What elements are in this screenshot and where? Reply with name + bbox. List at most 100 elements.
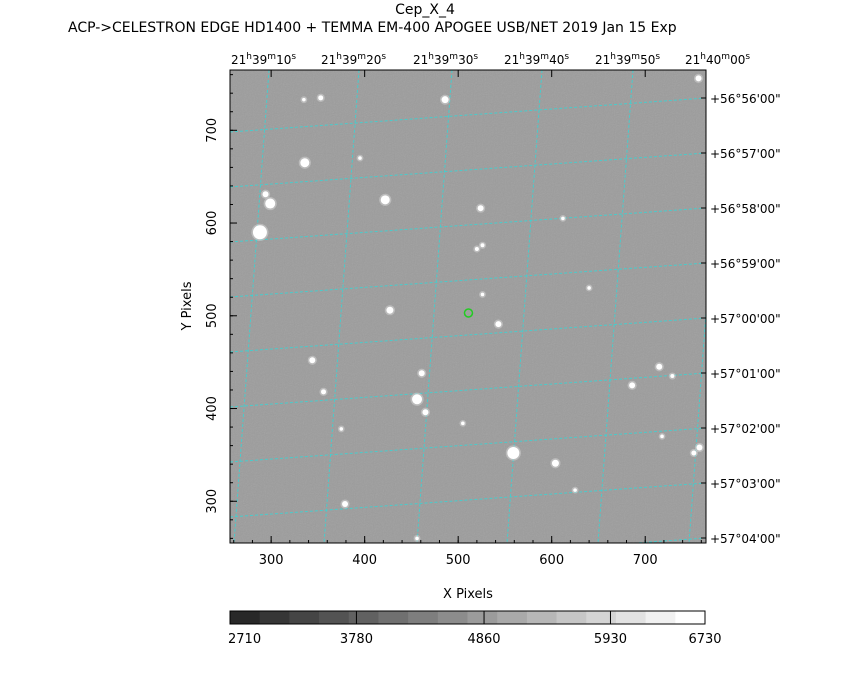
- colorbar-step: [348, 611, 379, 624]
- colorbar: 2710 3780 4860 5930 6730: [228, 610, 722, 647]
- ra-label: 21h40m00s: [685, 52, 750, 67]
- colorbar-step: [675, 611, 706, 624]
- ra-grid-line: [506, 70, 543, 543]
- x-tick-label: 500: [446, 553, 471, 568]
- star: [339, 427, 344, 431]
- ra-label: 21h39m50s: [595, 52, 660, 67]
- star: [656, 363, 663, 370]
- star: [495, 321, 502, 328]
- star: [660, 434, 664, 439]
- y-tick-label: 500: [205, 303, 220, 328]
- colorbar-step: [319, 611, 350, 624]
- ra-grid-line: [323, 70, 360, 543]
- colorbar-tick-label: 5930: [594, 632, 627, 647]
- colorbar-step: [437, 611, 468, 624]
- dec-grid-line: [230, 207, 706, 243]
- dec-label: +57°01'00": [710, 367, 781, 381]
- star: [629, 382, 636, 389]
- dec-grid-line: [230, 97, 706, 133]
- dec-axis: +56°56'00" +56°57'00" +56°58'00" +56°59'00"…: [701, 92, 781, 546]
- star: [691, 450, 697, 456]
- target-marker: [463, 308, 474, 318]
- x-tick-label: 400: [352, 553, 377, 568]
- colorbar-step: [230, 611, 261, 624]
- x-tick-label: 600: [539, 553, 564, 568]
- x-tick-label: 300: [259, 553, 284, 568]
- dec-label: +57°02'00": [710, 422, 781, 436]
- star: [412, 394, 423, 405]
- ra-label: 21h39m10s: [231, 52, 296, 67]
- star: [551, 459, 559, 467]
- ra-label: 21h39m20s: [321, 52, 386, 67]
- y-tick-label: 600: [205, 211, 220, 236]
- dec-label: +57°03'00": [710, 477, 781, 491]
- star: [265, 198, 276, 209]
- y-tick-label: 300: [205, 489, 220, 514]
- colorbar-step: [645, 611, 676, 624]
- star: [262, 191, 269, 198]
- star: [309, 357, 316, 364]
- star: [587, 286, 591, 290]
- star: [441, 96, 449, 104]
- ra-label: 21h39m40s: [504, 52, 569, 67]
- dec-label: +56°59'00": [710, 257, 781, 271]
- plot-frame: [229, 69, 707, 544]
- dec-label: +57°04'00": [710, 532, 781, 546]
- star: [321, 389, 327, 395]
- y-axis: 300 400 500 600 700: [205, 74, 237, 539]
- star: [252, 225, 267, 240]
- colorbar-step: [615, 611, 647, 624]
- star: [342, 501, 349, 508]
- ra-grid-line: [597, 70, 634, 543]
- colorbar-tick-label: 6730: [688, 632, 721, 647]
- colorbar-tick-label: 2710: [228, 632, 261, 647]
- x-axis: 300 400 500 600 700: [233, 70, 702, 568]
- dec-grid-line: [230, 262, 706, 298]
- y-tick-label: 400: [205, 396, 220, 421]
- colorbar-step: [497, 611, 528, 624]
- image-noise: [230, 70, 706, 543]
- colorbar-tick-label: 4860: [467, 632, 500, 647]
- ra-grid-line: [233, 70, 270, 543]
- star: [474, 246, 479, 251]
- star: [670, 374, 675, 379]
- colorbar-step: [467, 611, 498, 624]
- x-tick-label: 700: [633, 553, 658, 568]
- colorbar-step: [526, 611, 558, 624]
- star: [380, 195, 390, 205]
- dec-grid-line: [230, 152, 706, 188]
- dec-label: +56°56'00": [710, 92, 781, 106]
- star: [415, 536, 419, 541]
- star: [418, 370, 425, 377]
- star: [561, 216, 565, 221]
- star: [480, 292, 485, 297]
- dec-grid-line: [230, 427, 706, 463]
- dec-label: +56°57'00": [710, 147, 781, 161]
- star: [386, 306, 394, 314]
- ra-grid-line: [416, 70, 453, 543]
- colorbar-step: [289, 611, 320, 624]
- star: [300, 158, 310, 168]
- colorbar-step: [378, 611, 409, 624]
- star: [302, 97, 306, 102]
- plot-area: [229, 69, 707, 544]
- ra-grid-line: [688, 306, 706, 543]
- target-circle: [463, 308, 474, 318]
- chart-title: Cep_X_4: [395, 2, 455, 18]
- star: [507, 447, 520, 460]
- star: [573, 488, 577, 492]
- colorbar-tick-label: 3780: [340, 632, 373, 647]
- dec-grid-line: [230, 372, 706, 408]
- stars: [251, 73, 705, 542]
- colorbar-step: [586, 611, 617, 624]
- colorbar-step: [259, 611, 290, 624]
- star: [318, 95, 324, 101]
- dec-grid-line: [230, 317, 706, 353]
- y-axis-label: Y Pixels: [180, 281, 195, 331]
- ra-label: 21h39m30s: [413, 52, 478, 67]
- star: [696, 444, 703, 451]
- dec-label: +57°00'00": [710, 312, 781, 326]
- star: [477, 205, 484, 212]
- colorbar-step: [408, 611, 439, 624]
